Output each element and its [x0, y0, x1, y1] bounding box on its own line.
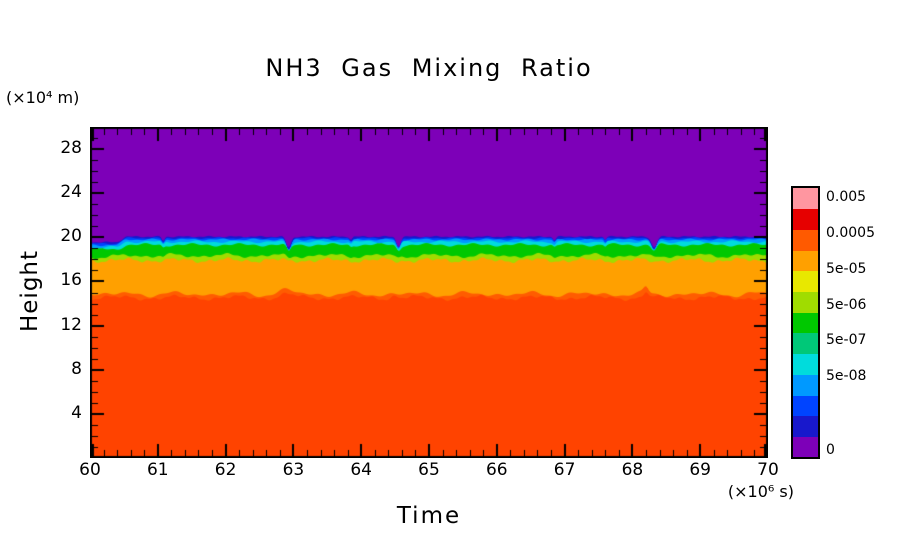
colorbar-segment — [793, 374, 818, 396]
y-tick-label: 20 — [60, 226, 82, 247]
x-tick-label: 70 — [757, 460, 779, 480]
colorbar-segments — [793, 188, 818, 457]
x-tick-label: 65 — [418, 460, 440, 480]
colorbar-segment — [793, 394, 818, 417]
colorbar-segment — [793, 291, 818, 313]
x-tick-label: 60 — [79, 460, 101, 480]
x-tick-label: 64 — [350, 460, 372, 480]
x-tick-label: 62 — [214, 460, 237, 480]
y-tick-label: 24 — [60, 182, 82, 203]
colorbar-segment — [793, 436, 818, 457]
y-tick-label: 4 — [71, 402, 82, 423]
colorbar-label: 0 — [826, 441, 835, 458]
x-tick-label: 66 — [485, 460, 508, 480]
chart-title: NH3 Gas Mixing Ratio — [265, 54, 593, 82]
colorbar-segment — [793, 229, 818, 251]
colorbar-label: 0.005 — [826, 189, 867, 206]
colorbar-label: 5e-08 — [826, 368, 867, 385]
y-tick-label: 16 — [60, 270, 82, 291]
colorbar — [791, 186, 820, 459]
x-tick-label: 63 — [282, 460, 305, 480]
y-tick-label: 8 — [71, 358, 82, 379]
colorbar-label: 5e-07 — [826, 332, 867, 349]
y-tick-label: 12 — [60, 314, 82, 335]
colorbar-label: 5e-06 — [826, 296, 867, 313]
colorbar-segment — [793, 353, 818, 375]
x-axis-title: Time — [396, 503, 462, 529]
colorbar-segment — [793, 250, 818, 272]
colorbar-segment — [793, 208, 818, 230]
x-axis-unit: (×10⁶ s) — [727, 482, 794, 501]
colorbar-segment — [793, 312, 818, 334]
y-axis-unit: (×10⁴ m) — [6, 88, 80, 107]
colorbar-segment — [793, 415, 818, 437]
y-axis-title: Height — [17, 249, 43, 333]
x-tick-label: 69 — [689, 460, 711, 480]
x-tick-label: 67 — [553, 460, 576, 480]
colorbar-label: 0.0005 — [826, 224, 875, 241]
colorbar-segment — [793, 332, 818, 355]
colorbar-segment — [793, 270, 818, 293]
contour-plot — [90, 127, 768, 458]
colorbar-segment — [793, 188, 818, 210]
x-tick-label: 68 — [621, 460, 644, 480]
colorbar-label: 5e-05 — [826, 260, 867, 277]
y-tick-label: 28 — [60, 138, 82, 159]
x-tick-label: 61 — [146, 460, 169, 480]
